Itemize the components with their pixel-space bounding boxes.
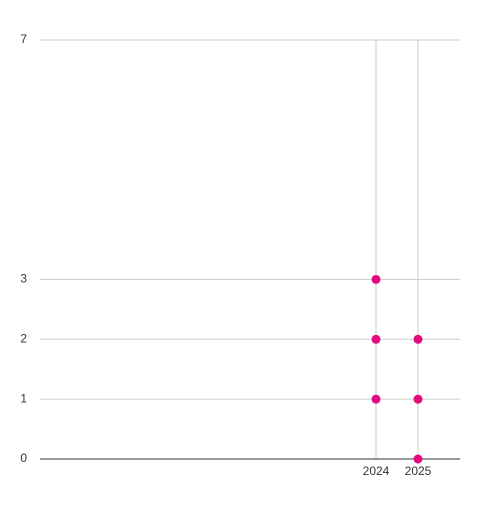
point [371, 394, 381, 404]
point [413, 334, 423, 344]
y-tick-label: 2 [20, 331, 27, 345]
point [413, 394, 423, 404]
y-tick-label: 7 [20, 32, 27, 46]
y-tick-label: 0 [20, 451, 27, 465]
point [371, 334, 381, 344]
y-tick-label: 3 [20, 272, 27, 286]
point [371, 274, 381, 284]
x-tick-label: 2025 [405, 464, 432, 478]
point [413, 454, 423, 464]
x-tick-label: 2024 [363, 464, 390, 478]
y-tick-label: 1 [20, 391, 27, 405]
